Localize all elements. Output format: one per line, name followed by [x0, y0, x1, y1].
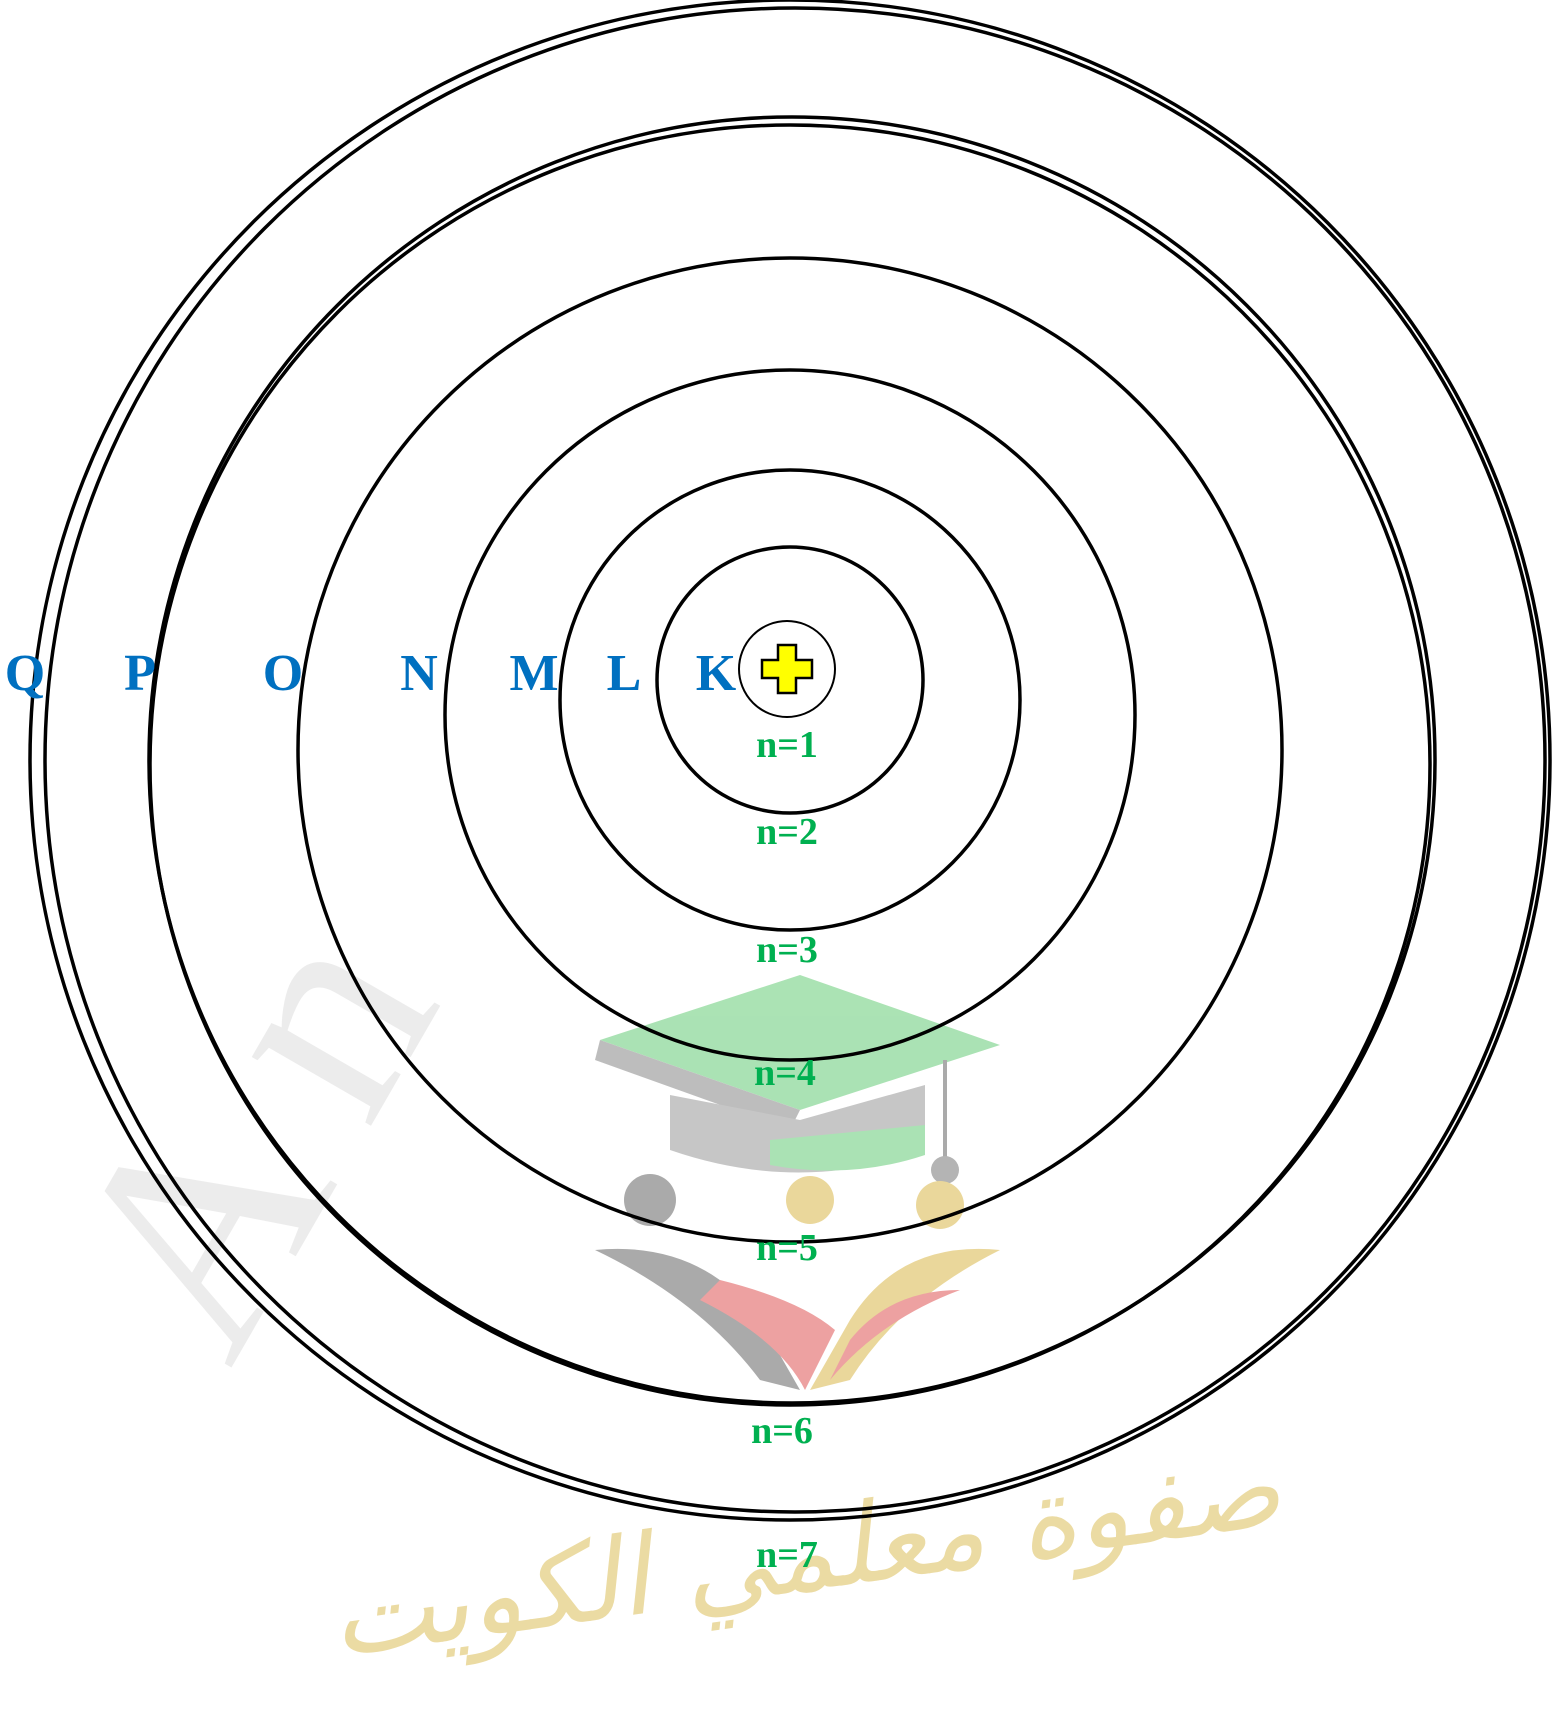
logo-figure-right-red: [830, 1290, 960, 1380]
nucleus: [738, 620, 836, 718]
n-label-6: n=6: [751, 1410, 813, 1452]
n-label-3: n=3: [756, 929, 818, 971]
logo-cap-band-green: [770, 1125, 925, 1171]
logo-tassel: [931, 1156, 959, 1184]
n-label-7: n=7: [756, 1534, 818, 1576]
orbit-n2: [558, 468, 1022, 932]
logo-watermark: [595, 975, 1000, 1390]
logo-figure-left: [595, 1248, 800, 1390]
logo-figure-head-right: [916, 1181, 964, 1229]
n-label-4: n=4: [754, 1052, 816, 1094]
logo-figure-center: [700, 1280, 835, 1390]
shell-letter-q: Q: [5, 645, 45, 702]
orbit-n1: [655, 545, 925, 815]
logo-cap-left: [595, 1040, 800, 1130]
watermark: A n: [0, 868, 499, 1402]
n-labels: n=1 n=2 n=3 n=4 n=5 n=6 n=7: [751, 724, 818, 1576]
nucleus-plus-icon: [760, 643, 814, 695]
shell-letter-k: K: [696, 645, 737, 702]
n-label-2: n=2: [756, 811, 818, 853]
orbit-n4: [296, 256, 1284, 1244]
shell-letter-m: M: [509, 645, 558, 702]
orbits: [28, 0, 1552, 1522]
shell-letters: K L M N O P Q: [5, 645, 737, 702]
n-label-5: n=5: [756, 1227, 818, 1269]
shell-letter-p: P: [124, 645, 156, 702]
outer-orbits: [43, 6, 1547, 1514]
logo-figure-head-center: [786, 1176, 834, 1224]
orbit-n7-shape: [43, 6, 1547, 1514]
shell-letter-n: N: [400, 645, 438, 702]
n-label-1: n=1: [756, 724, 818, 766]
orbit-n6-shape: [147, 115, 1437, 1405]
watermark-latin-text: A n: [0, 868, 499, 1402]
orbit-n6: [28, 0, 1552, 1522]
logo-figure-head-left: [624, 1174, 676, 1226]
shell-letter-l: L: [607, 645, 642, 702]
logo-figure-right: [810, 1248, 1000, 1390]
logo-cap-top: [600, 975, 1000, 1110]
shell-letter-o: O: [263, 645, 303, 702]
orbit-n3: [443, 368, 1137, 1062]
